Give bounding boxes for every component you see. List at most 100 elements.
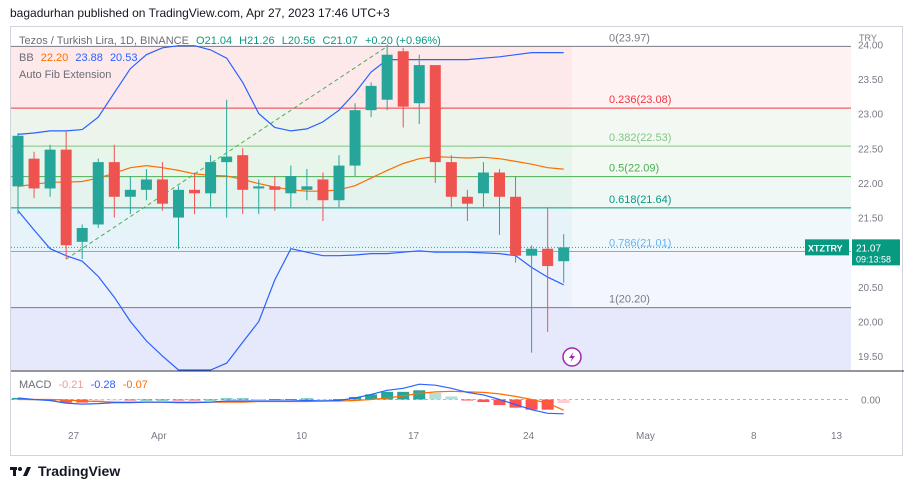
macd-histogram-bar [252,398,265,400]
candle-body [477,172,489,194]
candle-body [108,162,120,197]
chart-svg[interactable]: 0(23.97) 0.236(23.08) 0.382(22.53) 0.5(22.0… [11,27,904,457]
candle [108,144,120,218]
bb-legend: BB 22.20 23.88 20.53 [19,52,141,64]
x-tick-label: 27 [68,431,80,442]
candle [253,179,265,215]
x-tick-label: Apr [151,431,167,442]
fib-level-label: 1(20.20) [609,294,650,306]
x-tick-label: 8 [751,431,757,442]
x-tick-label: May [636,431,655,442]
price-badge-countdown: 09:13:58 [856,254,891,264]
candle [76,224,88,260]
macd-histogram-bar [60,399,73,403]
symbol-title: Tezos / Turkish Lira, 1D, BINANCE [19,35,189,47]
macd-histogram-bar [445,396,458,400]
candle-body [269,186,281,190]
candle [140,169,152,201]
y-tick-label: 20.50 [858,283,883,294]
candle-body [76,227,88,242]
macd-histogram-bar [236,398,249,400]
fib-level-label: 0(23.97) [609,32,650,44]
macd-histogram-bar [461,399,474,401]
y-tick-label: 19.50 [858,352,883,363]
candle [60,130,72,260]
candle-body [140,179,152,190]
candle-body [156,179,168,204]
macd-histogram-bar [140,399,153,401]
candle-body [333,165,345,201]
candle [269,175,281,211]
fib-level-label: 0.618(21.64) [609,194,671,206]
candle [156,162,168,211]
macd-histogram-bar [316,399,329,401]
macd-line-value: -0.28 [90,379,116,391]
candle [28,151,40,199]
y-tick-label: 20.00 [858,317,883,328]
candle [494,169,505,235]
candle-body [413,65,425,104]
macd-histogram-bar [493,399,506,406]
candle-body [494,172,505,197]
y-tick-label: 21.50 [858,214,883,225]
candle [397,47,409,128]
macd-histogram-bar [188,399,201,401]
candle [510,175,522,263]
fib-level-label: 0.786(21.01) [609,238,671,250]
macd-histogram-bar [333,398,345,400]
candle-body [461,196,473,204]
y-tick-label: 22.00 [858,179,883,190]
macd-histogram-bar [477,399,490,403]
ohlc-close: C21.07 [322,35,358,47]
macd-histogram-bar [12,397,24,400]
fib-zone-lower [11,307,851,370]
macd-histogram-bar [381,391,394,400]
tradingview-logo-icon [10,467,31,476]
macd-histogram-bar [156,399,169,401]
y-tick-label: 24.00 [858,40,883,51]
candle [205,155,217,208]
fib-label: Auto Fib Extension [19,69,112,81]
candle [429,65,441,183]
candle-body [44,149,56,189]
macd-histogram-bar [172,399,185,401]
candle [526,245,538,353]
macd-histogram-bar [365,394,378,400]
candle-body [124,189,136,197]
candle-body [429,65,441,163]
y-tick-label: 22.50 [858,144,883,155]
bb-basis-value: 22.20 [40,52,69,64]
candle-body [189,189,201,194]
macd-label: MACD [19,379,52,391]
candle-body [205,162,217,194]
footer: TradingView [10,463,120,479]
fib-zone [11,108,572,147]
macd-histogram-bar [557,399,570,404]
fib-zone-extension [572,108,851,147]
candle-body [285,175,297,194]
symbol-badge [805,239,849,256]
candle-body [381,54,393,100]
candle [12,133,24,215]
macd-signal-value: -0.07 [122,379,148,391]
symbol-legend: Tezos / Turkish Lira, 1D, BINANCE O21.04… [19,35,445,47]
candle [349,103,361,176]
candle-body [542,248,554,267]
fib-zone [11,146,572,177]
candle-body [397,51,409,107]
x-tick-label: 10 [296,431,308,442]
candle [477,162,489,208]
candle-body [317,179,329,201]
ohlc-low: L20.56 [281,35,316,47]
publisher-line: bagadurhan published on TradingView.com,… [10,6,390,20]
candle [445,155,457,208]
candle [173,186,184,249]
candle [189,172,201,215]
candle [558,234,570,283]
fib-level-label: 0.5(22.09) [609,163,659,175]
y-tick-label: 23.00 [858,110,883,121]
symbol-badge-text: XTZTRY [808,243,843,253]
macd-histogram-bar [509,399,522,408]
ohlc-high: H21.26 [239,35,275,47]
macd-histogram-bar [413,390,426,400]
